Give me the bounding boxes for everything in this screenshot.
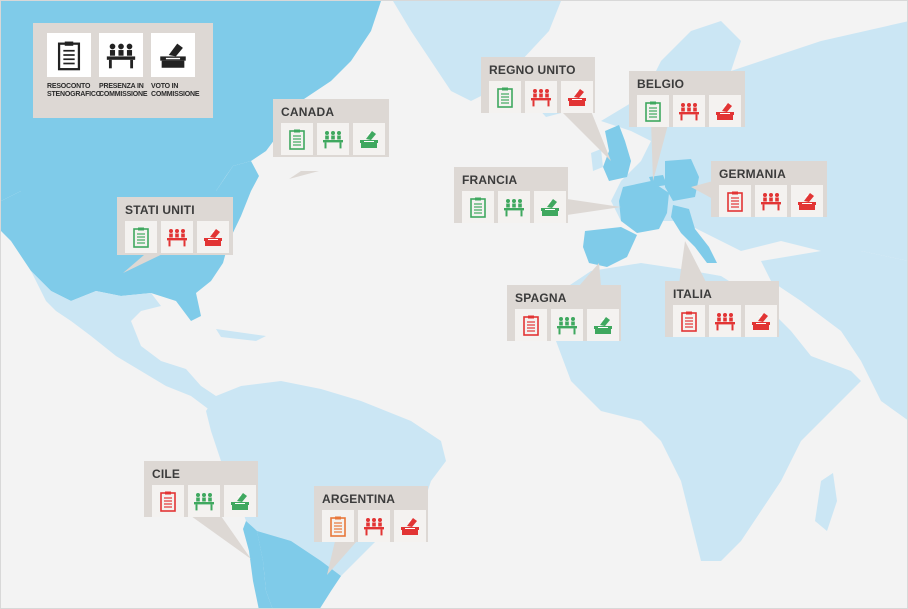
- land-ireland: [591, 149, 603, 171]
- land-caribbean: [216, 329, 266, 341]
- clipboard-icon: [673, 305, 705, 337]
- country-name: SPAGNA: [515, 291, 567, 305]
- country-name: CANADA: [281, 105, 335, 119]
- ballot-box-icon: [353, 123, 385, 155]
- ballot-box-icon: [394, 510, 426, 542]
- callout-italia: ITALIA: [665, 281, 779, 337]
- country-name: STATI UNITI: [125, 203, 195, 217]
- status-icons: [125, 221, 229, 253]
- legend-item-presenza: PRESENZA IN COMMISSIONE: [99, 33, 148, 99]
- committee-icon: [498, 191, 530, 223]
- committee-icon: [358, 510, 390, 542]
- legend-item-voto: VOTO IN COMMISSIONE: [151, 33, 200, 99]
- status-icons: [489, 81, 593, 113]
- callout-argentina: ARGENTINA: [314, 486, 428, 542]
- committee-icon: [188, 485, 220, 517]
- clipboard-icon: [515, 309, 547, 341]
- committee-icon: [99, 33, 143, 77]
- ballot-box-icon: [197, 221, 229, 253]
- clipboard-icon: [152, 485, 184, 517]
- country-name: FRANCIA: [462, 173, 518, 187]
- country-name: ARGENTINA: [322, 492, 396, 506]
- callout-germania: GERMANIA: [711, 161, 827, 217]
- callout-belgio: BELGIO: [629, 71, 745, 127]
- clipboard-icon: [47, 33, 91, 77]
- legend-label-line: COMMISSIONE: [151, 91, 200, 98]
- ballot-box-icon: [709, 95, 741, 127]
- callout-stati-uniti: STATI UNITI: [117, 197, 233, 255]
- committee-icon: [525, 81, 557, 113]
- legend-label: PRESENZA IN COMMISSIONE: [99, 83, 148, 99]
- status-icons: [637, 95, 741, 127]
- country-name: CILE: [152, 467, 181, 481]
- legend-item-resoconto: RESOCONTO STENOGRAFICO: [47, 33, 101, 99]
- land-greenland: [393, 1, 561, 101]
- status-icons: [322, 510, 426, 542]
- clipboard-icon: [637, 95, 669, 127]
- committee-icon: [755, 185, 787, 217]
- clipboard-icon: [462, 191, 494, 223]
- land-france: [619, 181, 669, 233]
- callout-regno-unito: REGNO UNITO: [481, 57, 595, 113]
- legend-label-line: RESOCONTO: [47, 83, 91, 90]
- status-icons: [281, 123, 385, 155]
- legend-label-line: COMMISSIONE: [99, 91, 148, 98]
- land-uk: [603, 125, 631, 181]
- ballot-box-icon: [534, 191, 566, 223]
- ballot-box-icon: [745, 305, 777, 337]
- land-germany: [665, 159, 699, 201]
- land-argentina: [257, 531, 341, 608]
- status-icons: [462, 191, 566, 223]
- legend-label-line: VOTO IN: [151, 83, 179, 90]
- callout-canada: CANADA: [273, 99, 389, 157]
- status-icons: [673, 305, 777, 337]
- status-icons: [152, 485, 256, 517]
- callout-spagna: SPAGNA: [507, 285, 621, 341]
- ballot-box-icon: [561, 81, 593, 113]
- status-icons: [515, 309, 619, 341]
- land-africa: [556, 263, 861, 561]
- status-icons: [719, 185, 823, 217]
- land-spain: [583, 227, 637, 267]
- committee-icon: [709, 305, 741, 337]
- legend-label-line: STENOGRAFICO: [47, 91, 101, 98]
- committee-icon: [317, 123, 349, 155]
- callout-francia: FRANCIA: [454, 167, 568, 223]
- country-name: GERMANIA: [719, 167, 786, 181]
- legend-label-line: PRESENZA IN: [99, 83, 144, 90]
- legend-label: RESOCONTO STENOGRAFICO: [47, 83, 101, 99]
- committee-icon: [551, 309, 583, 341]
- land-europe: [601, 21, 907, 261]
- clipboard-icon: [281, 123, 313, 155]
- committee-icon: [673, 95, 705, 127]
- ballot-box-icon: [151, 33, 195, 77]
- clipboard-icon: [719, 185, 751, 217]
- ballot-box-icon: [587, 309, 619, 341]
- clipboard-icon: [322, 510, 354, 542]
- clipboard-icon: [125, 221, 157, 253]
- country-name: BELGIO: [637, 77, 685, 91]
- callout-cile: CILE: [144, 461, 258, 517]
- ballot-box-icon: [791, 185, 823, 217]
- committee-icon: [161, 221, 193, 253]
- legend-label: VOTO IN COMMISSIONE: [151, 83, 200, 99]
- land-mexico: [31, 271, 226, 411]
- country-name: ITALIA: [673, 287, 712, 301]
- clipboard-icon: [489, 81, 521, 113]
- land-madagascar: [815, 473, 837, 531]
- land-middle-east: [761, 251, 907, 420]
- legend-panel: RESOCONTO STENOGRAFICO PRESENZA IN COMMI…: [33, 23, 213, 118]
- ballot-box-icon: [224, 485, 256, 517]
- country-name: REGNO UNITO: [489, 63, 576, 77]
